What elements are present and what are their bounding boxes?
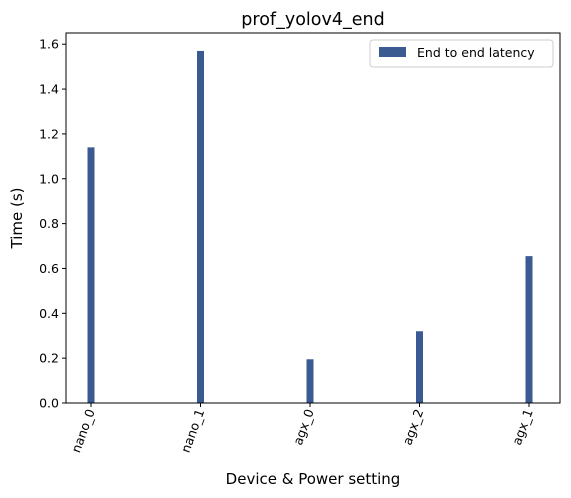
bar-nano_1	[197, 50, 204, 403]
y-tick-label: 0.6	[39, 261, 59, 276]
y-tick-label: 0.2	[39, 351, 59, 366]
y-tick-label: 0.0	[39, 396, 59, 411]
plot-frame	[65, 32, 561, 404]
bar-nano_0	[87, 147, 95, 403]
chart-title: prof_yolov4_end	[241, 10, 384, 30]
y-tick-label: 0.4	[39, 306, 59, 321]
plot-area	[87, 50, 533, 403]
bar-agx_0	[306, 359, 314, 403]
y-axis-title: Time (s)	[8, 188, 26, 250]
y-tick-label: 0.8	[39, 216, 59, 231]
x-axis-title: Device & Power setting	[226, 470, 401, 488]
legend-swatch	[379, 47, 406, 57]
bar-agx_1	[525, 256, 533, 403]
y-tick-label: 1.2	[39, 126, 59, 141]
legend-label: End to end latency	[417, 45, 535, 60]
y-axis: 0.0 0.2 0.4 0.6 0.8 1.0 1.2 1.4 1.6	[39, 37, 66, 411]
legend: End to end latency	[369, 39, 554, 68]
legend-frame	[369, 39, 554, 68]
y-tick-label: 1.4	[39, 82, 59, 97]
bar-agx_2	[416, 331, 423, 403]
y-tick-label: 1.0	[39, 171, 59, 186]
y-tick-label: 1.6	[39, 37, 59, 52]
